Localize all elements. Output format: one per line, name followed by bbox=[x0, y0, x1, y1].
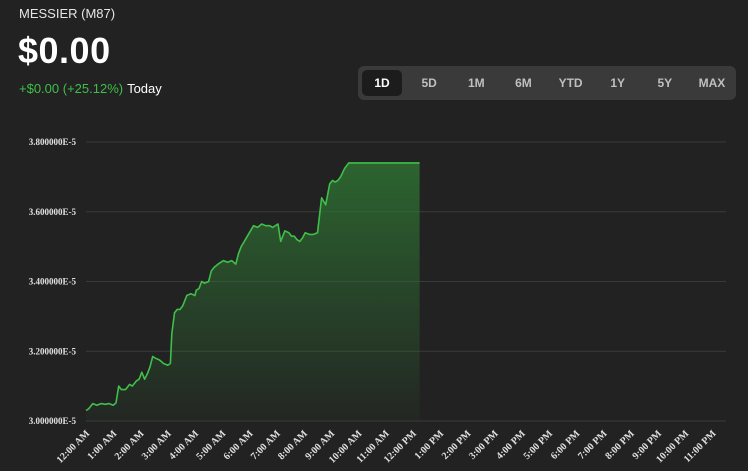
range-button-5d[interactable]: 5D bbox=[421, 76, 437, 90]
price-line bbox=[85, 162, 420, 412]
price-change: +$0.00 (+25.12%) Today bbox=[19, 81, 162, 96]
range-button-5y[interactable]: 5Y bbox=[657, 76, 673, 90]
range-button-ytd[interactable]: YTD bbox=[558, 76, 583, 90]
y-tick-label: 3.400000E-5 bbox=[29, 277, 77, 287]
y-tick-label: 3.600000E-5 bbox=[29, 207, 77, 217]
y-tick-label: 3.200000E-5 bbox=[29, 346, 77, 356]
range-button-6m[interactable]: 6M bbox=[515, 76, 532, 90]
range-button-1d[interactable]: 1D bbox=[362, 70, 402, 96]
range-button-max[interactable]: MAX bbox=[698, 76, 726, 90]
range-button-1m[interactable]: 1M bbox=[467, 76, 485, 90]
time-range-selector: 1D 5D 1M 6M YTD 1Y 5Y MAX bbox=[358, 66, 736, 100]
change-period: Today bbox=[127, 81, 162, 96]
asset-name: MESSIER (M87) bbox=[19, 6, 116, 21]
current-price: $0.00 bbox=[18, 30, 111, 71]
price-area bbox=[86, 162, 420, 421]
change-value: +$0.00 (+25.12%) bbox=[19, 81, 124, 96]
range-button-1y[interactable]: 1Y bbox=[610, 76, 626, 90]
y-tick-label: 3.800000E-5 bbox=[29, 137, 77, 147]
y-tick-label: 3.000000E-5 bbox=[29, 416, 77, 426]
x-tick-label: 12:00 AM bbox=[55, 428, 93, 466]
